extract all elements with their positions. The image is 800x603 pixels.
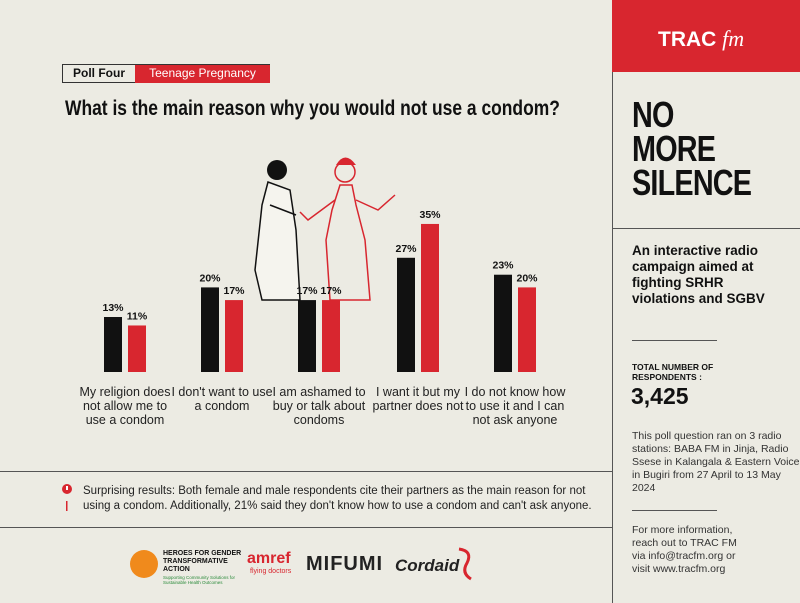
bar bbox=[421, 223, 439, 372]
campaign-title-line: SILENCE bbox=[632, 162, 752, 203]
category-label: I want it but my partner does not bbox=[372, 385, 464, 413]
bar bbox=[494, 274, 512, 372]
divider bbox=[612, 0, 613, 603]
campaign-title-line: NO bbox=[632, 94, 674, 135]
brand-box bbox=[612, 0, 800, 72]
rule bbox=[632, 340, 717, 341]
value-label: 17% bbox=[296, 285, 318, 297]
category-label: I am ashamed to buy or talk about condom… bbox=[272, 385, 366, 427]
figure-body bbox=[254, 181, 301, 301]
rule bbox=[612, 228, 800, 229]
bar bbox=[225, 300, 243, 372]
rule bbox=[62, 64, 270, 65]
value-label: 13% bbox=[102, 302, 124, 314]
bar bbox=[322, 300, 340, 372]
note-bar bbox=[66, 501, 68, 511]
contact: For more information, reach out to TRAC … bbox=[632, 524, 737, 575]
amref-tagline: flying doctors bbox=[250, 568, 292, 575]
campaign-title: NO MORE SILENCE bbox=[632, 94, 752, 203]
cordaid-logo: Cordaid bbox=[395, 556, 460, 575]
logo-shape bbox=[130, 550, 158, 578]
rule bbox=[0, 471, 612, 472]
rule bbox=[632, 510, 717, 511]
campaign-title-line: MORE bbox=[632, 128, 716, 169]
chart: 13%20%17%27%23%11%17% 17%35%20% bbox=[102, 157, 538, 372]
heroes-logo-icon bbox=[130, 550, 158, 578]
note-icon bbox=[62, 484, 72, 511]
alert-mark bbox=[66, 486, 68, 490]
respondents-label: TOTAL NUMBER OF RESPONDENTS : bbox=[632, 362, 714, 382]
chart-title: What is the main reason why you would no… bbox=[65, 97, 560, 120]
campaign-description: An interactive radio campaign aimed at f… bbox=[632, 243, 765, 306]
bar bbox=[128, 325, 146, 372]
value-label: 20% bbox=[199, 272, 221, 284]
brand-suffix: fm bbox=[722, 26, 745, 51]
value-label: 17% bbox=[320, 285, 342, 297]
figure-arm bbox=[299, 194, 396, 221]
heroes-logo: HEROES FOR GENDER TRANSFORMATIVE ACTION bbox=[163, 550, 242, 573]
bar bbox=[104, 317, 122, 372]
bar bbox=[518, 287, 536, 372]
value-label: 35% bbox=[419, 209, 441, 221]
category-label: My religion does not allow me to use a c… bbox=[79, 385, 171, 427]
bar bbox=[201, 287, 219, 372]
illustration bbox=[254, 157, 396, 301]
figure-head bbox=[267, 160, 287, 180]
figure-arm bbox=[269, 204, 297, 216]
heroes-tagline: Supporting Community Solutions for Susta… bbox=[163, 575, 236, 585]
value-label: 23% bbox=[492, 260, 514, 272]
category-label: I do not know how to use it and I can no… bbox=[464, 385, 566, 427]
bar bbox=[397, 257, 415, 372]
figure-body bbox=[325, 184, 371, 301]
category-label: I don't want to use a condom bbox=[171, 385, 273, 413]
amref-logo: amref bbox=[247, 550, 291, 567]
cordaid-icon bbox=[458, 547, 472, 581]
value-label: 11% bbox=[127, 310, 148, 322]
brand-name: TRAC bbox=[658, 28, 717, 51]
value-label: 17% bbox=[223, 285, 245, 297]
value-label: 20% bbox=[516, 272, 538, 284]
mifumi-logo: MIFUMI bbox=[306, 553, 384, 575]
logo-shape bbox=[458, 547, 472, 581]
note: Surprising results: Both female and male… bbox=[83, 485, 592, 512]
respondents-value: 3,425 bbox=[631, 383, 689, 409]
rule bbox=[0, 527, 612, 528]
bar bbox=[298, 300, 316, 372]
brand: TRAC fm bbox=[658, 26, 744, 52]
poll-topic: Teenage Pregnancy bbox=[135, 65, 270, 83]
value-label: 27% bbox=[395, 243, 417, 255]
figure-headwrap bbox=[336, 157, 356, 165]
poll-note: This poll question ran on 3 radio statio… bbox=[632, 430, 800, 494]
